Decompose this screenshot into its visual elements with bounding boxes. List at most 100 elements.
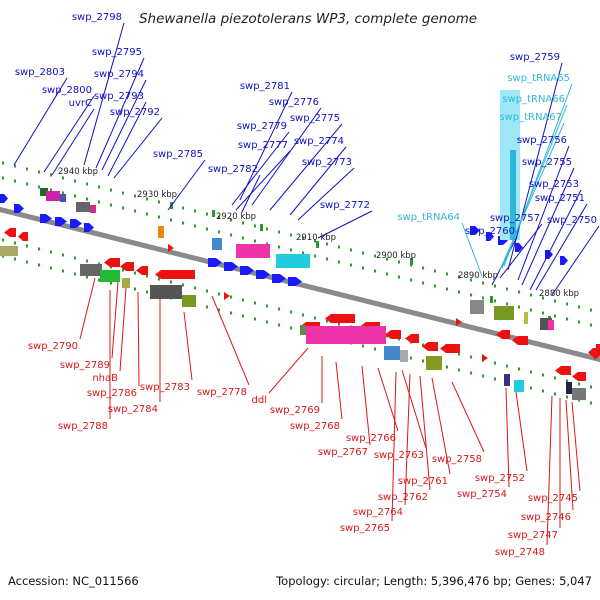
scale-tick bbox=[86, 197, 88, 201]
scale-tick bbox=[110, 188, 112, 192]
reverse-gene bbox=[325, 314, 355, 323]
gene-block bbox=[548, 320, 554, 330]
scale-tick bbox=[122, 206, 124, 210]
gene-label: swp_2785 bbox=[153, 149, 203, 160]
scale-tick bbox=[290, 233, 292, 237]
label-leader bbox=[211, 295, 250, 386]
scale-tick bbox=[26, 244, 28, 248]
scale-tick bbox=[578, 320, 580, 324]
scale-tick bbox=[530, 308, 532, 312]
scale-tick bbox=[362, 266, 364, 270]
scale-tick bbox=[38, 170, 40, 174]
scale-tick bbox=[410, 356, 412, 360]
scale-tick bbox=[50, 250, 52, 254]
scale-tick bbox=[134, 271, 136, 275]
forward-gene bbox=[70, 219, 82, 228]
small-feature bbox=[224, 292, 230, 300]
gene-label: swp_2793 bbox=[94, 91, 144, 102]
scale-tick bbox=[554, 314, 556, 318]
label-leader bbox=[431, 377, 451, 475]
label-leader bbox=[546, 395, 553, 546]
scale-tick bbox=[242, 221, 244, 225]
gene-block bbox=[524, 312, 528, 324]
scale-tick bbox=[566, 302, 568, 306]
label-leader bbox=[515, 391, 528, 472]
label-leader bbox=[521, 167, 575, 286]
scale-tick bbox=[2, 238, 4, 242]
gene-block bbox=[566, 382, 572, 394]
gene-labels: swp_2798 swp_2795 swp_2803 swp_2794swp_2800… bbox=[15, 12, 597, 558]
label-leader bbox=[119, 287, 127, 372]
scale-tick bbox=[110, 203, 112, 207]
scale-tick bbox=[398, 260, 400, 264]
scale-tick bbox=[170, 218, 172, 222]
forward-gene bbox=[288, 277, 302, 286]
reverse-gene bbox=[405, 334, 419, 343]
scale-tick bbox=[242, 314, 244, 318]
forward-gene bbox=[14, 204, 24, 213]
label-leader bbox=[297, 167, 355, 221]
scale-tick bbox=[278, 245, 280, 249]
gene-label: swp_2769 bbox=[270, 405, 320, 416]
scale-tick bbox=[206, 305, 208, 309]
scale-label: 2880 kbp bbox=[539, 289, 579, 299]
reverse-gene bbox=[104, 258, 120, 267]
gene-label: swp_2776 bbox=[269, 97, 319, 108]
gene-label: swp_2755 bbox=[522, 157, 572, 168]
label-leader bbox=[83, 22, 125, 166]
scale-label: 2930 kbp bbox=[137, 190, 177, 200]
gene-label: swp_tRNA66 bbox=[502, 94, 565, 105]
label-leader bbox=[499, 223, 543, 279]
scale-tick bbox=[194, 286, 196, 290]
scale-tick bbox=[206, 212, 208, 216]
reverse-gene bbox=[422, 342, 438, 351]
scale-tick bbox=[290, 326, 292, 330]
gene-label: swp_2754 bbox=[457, 489, 507, 500]
scale-tick bbox=[290, 310, 292, 314]
gene-label: swp_2767 bbox=[318, 447, 368, 458]
gene-label: swp_2759 bbox=[510, 52, 560, 63]
scale-tick bbox=[578, 382, 580, 386]
scale-tick bbox=[398, 275, 400, 279]
scale-tick bbox=[62, 253, 64, 257]
forward-gene bbox=[208, 258, 222, 267]
reverse-gene bbox=[155, 270, 195, 279]
scale-tick bbox=[386, 257, 388, 261]
scale-tick bbox=[302, 236, 304, 240]
scale-tick bbox=[266, 320, 268, 324]
scale-tick bbox=[230, 233, 232, 237]
gene-label: swp_2789 bbox=[60, 360, 110, 371]
scale-tick bbox=[218, 308, 220, 312]
scale-tick bbox=[326, 319, 328, 323]
scale-tick bbox=[374, 347, 376, 351]
label-leader bbox=[404, 373, 411, 506]
gene-label: swp_2781 bbox=[240, 81, 290, 92]
small-feature bbox=[482, 354, 488, 362]
label-leader bbox=[391, 371, 397, 522]
scale-label: 2940 kbp bbox=[58, 167, 98, 177]
label-leader bbox=[79, 277, 96, 340]
small-feature bbox=[594, 352, 600, 360]
reverse-gene bbox=[555, 366, 571, 375]
scale-tick bbox=[38, 247, 40, 251]
scale-tick bbox=[566, 379, 568, 383]
scale-tick bbox=[422, 281, 424, 285]
major-tick bbox=[316, 241, 319, 248]
forward-gene bbox=[224, 262, 238, 271]
gene-label: swp_2746 bbox=[521, 512, 571, 523]
scale-tick bbox=[374, 269, 376, 273]
scale-tick bbox=[182, 283, 184, 287]
gene-label: swp_2777 bbox=[238, 140, 288, 151]
gene-label: swp_2752 bbox=[475, 473, 525, 484]
label-leader bbox=[51, 108, 95, 176]
label-leader bbox=[529, 189, 582, 291]
scale-tick bbox=[86, 275, 88, 279]
scale-tick bbox=[434, 269, 436, 273]
label-leader bbox=[499, 122, 565, 271]
gene-label: swp_2747 bbox=[508, 530, 558, 541]
label-leader bbox=[167, 159, 206, 211]
scale-tick bbox=[518, 305, 520, 309]
scale-tick bbox=[182, 206, 184, 210]
scale-tick bbox=[254, 317, 256, 321]
label-leader bbox=[419, 375, 431, 491]
